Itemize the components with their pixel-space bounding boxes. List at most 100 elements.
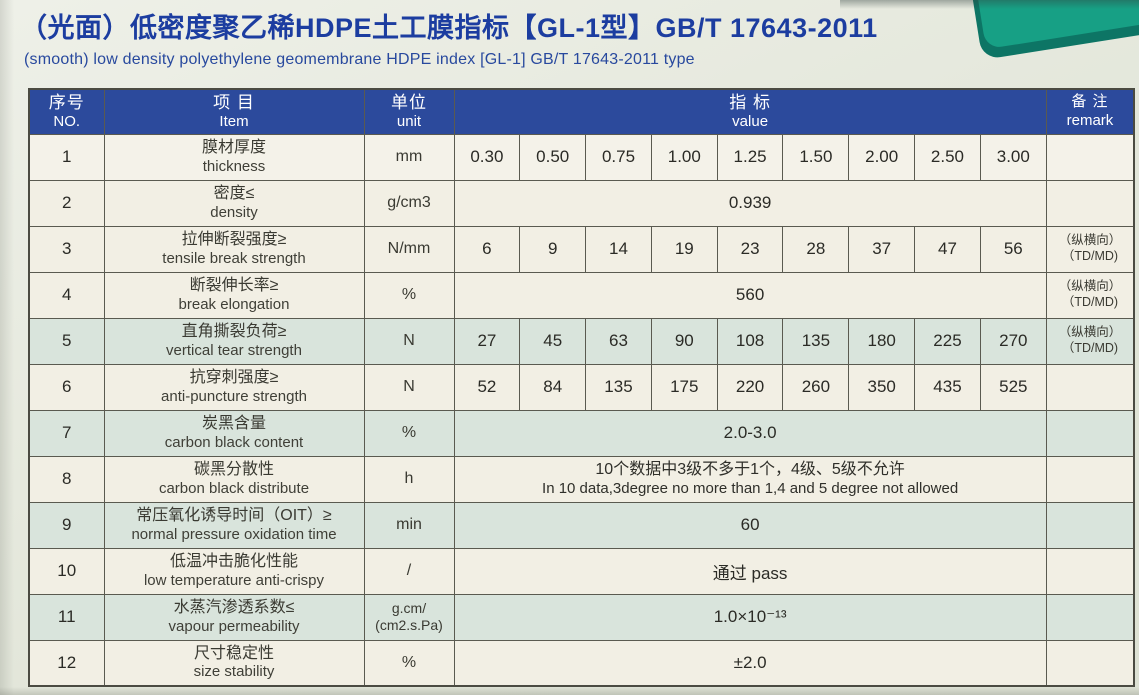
header-no-zh: 序号 xyxy=(48,93,85,113)
header-unit-en: unit xyxy=(396,113,422,131)
unit-label: % xyxy=(401,424,417,442)
table-row: 10 低温冲击脆化性能 low temperature anti-crispy / 通过… xyxy=(28,547,1135,595)
value-text: 560 xyxy=(735,285,765,304)
item-label-zh: 密度≤ xyxy=(213,185,255,203)
cell-item: 尺寸稳定性 size stability xyxy=(103,639,365,687)
value-text: 1.0×10⁻¹³ xyxy=(713,607,787,626)
cell-value: 37 xyxy=(848,225,916,273)
item-label-zh: 直角撕裂负荷≥ xyxy=(181,323,287,341)
remark-text: （纵横向） xyxy=(1058,233,1122,248)
cell-value: 435 xyxy=(914,363,981,411)
item-label-en: density xyxy=(210,203,258,221)
item-label-zh: 膜材厚度 xyxy=(201,139,266,157)
table-row: 8 碳黑分散性 carbon black distribute h 10个数据中3级不多… xyxy=(28,455,1135,503)
unit-label: (cm2.s.Pa) xyxy=(375,617,443,633)
header-remark-en: remark xyxy=(1066,112,1114,130)
item-label-en: anti-puncture strength xyxy=(161,387,307,405)
value-text: 0.939 xyxy=(728,193,772,212)
cell-remark xyxy=(1045,455,1135,503)
cell-item: 膜材厚度 thickness xyxy=(103,133,365,181)
unit-label: % xyxy=(401,286,417,304)
cell-remark: （纵横向） （TD/MD) xyxy=(1045,271,1135,319)
cell-item: 断裂伸长率≥ break elongation xyxy=(103,271,365,319)
cell-value: 220 xyxy=(716,363,784,411)
item-label-zh: 尺寸稳定性 xyxy=(193,645,274,663)
cell-no: 8 xyxy=(28,455,105,503)
cell-remark: （纵横向） （TD/MD) xyxy=(1045,317,1135,365)
cell-item: 低温冲击脆化性能 low temperature anti-crispy xyxy=(103,547,365,595)
cell-value: 180 xyxy=(848,317,916,365)
table-row: 3 拉伸断裂强度≥ tensile break strength N/mm 6 9 14 19… xyxy=(28,225,1135,273)
cell-no: 7 xyxy=(28,409,105,457)
item-label-zh: 炭黑含量 xyxy=(201,415,266,433)
cell-unit: / xyxy=(363,547,455,595)
cell-value: 28 xyxy=(782,225,850,273)
item-label-en: vertical tear strength xyxy=(166,341,302,359)
page-subtitle: (smooth) low density polyethylene geomem… xyxy=(24,51,695,68)
cell-unit: g/cm3 xyxy=(363,179,455,227)
cell-unit: min xyxy=(363,501,455,549)
unit-label: % xyxy=(401,654,417,672)
cell-item: 常压氧化诱导时间（OIT）≥ normal pressure oxidation … xyxy=(103,501,365,549)
cell-item: 水蒸汽渗透系数≤ vapour permeability xyxy=(103,593,365,641)
table-row: 6 抗穿刺强度≥ anti-puncture strength N 52 84 135 175… xyxy=(28,363,1135,411)
cell-value: 225 xyxy=(914,317,981,365)
cell-value: 14 xyxy=(585,225,652,273)
item-label-zh: 断裂伸长率≥ xyxy=(189,277,279,295)
cell-no: 1 xyxy=(28,133,105,181)
table-row: 1 膜材厚度 thickness mm 0.30 0.50 0.75 1.00 1.25 1.50… xyxy=(28,133,1135,181)
cell-value: 135 xyxy=(585,363,652,411)
header-item: 项 目 Item xyxy=(103,88,365,135)
table-row: 7 炭黑含量 carbon black content% 2.0-3.0 xyxy=(28,409,1135,457)
cell-no: 11 xyxy=(28,593,105,641)
cell-remark: （纵横向） （TD/MD) xyxy=(1045,225,1135,273)
cell-value: 6 xyxy=(453,225,521,273)
cell-value: 2.00 xyxy=(848,133,916,181)
table-row: 2 密度≤ density g/cm3 0.939 xyxy=(28,179,1135,227)
cell-item: 碳黑分散性 carbon black distribute xyxy=(103,455,365,503)
value-text: 通过 pass xyxy=(712,563,788,583)
item-label-en: normal pressure oxidation time xyxy=(131,525,337,543)
cell-value: 1.50 xyxy=(782,133,850,181)
value-text: 60 xyxy=(740,515,760,534)
item-label-zh: 水蒸汽渗透系数≤ xyxy=(173,599,295,617)
cell-remark xyxy=(1045,639,1135,687)
header-remark-zh: 备 注 xyxy=(1071,93,1109,111)
cell-value-span: 10个数据中3级不多于1个，4级、5级不允许 In 10 data,3degree… xyxy=(453,455,1047,503)
remark-text: （TD/MD) xyxy=(1061,249,1119,263)
cell-value: 45 xyxy=(519,317,587,365)
header-unit: 单位 unit xyxy=(363,88,455,135)
cell-value: 19 xyxy=(650,225,718,273)
cell-value: 108 xyxy=(716,317,784,365)
cell-unit: g.cm/(cm2.s.Pa) xyxy=(363,593,455,641)
header-row: 序号 NO. 项 目 Item 单位 unit 指 标 value 备 注 re… xyxy=(28,88,1135,135)
cell-remark xyxy=(1045,133,1135,181)
cell-value: 175 xyxy=(650,363,718,411)
unit-label: mm xyxy=(395,148,423,166)
cell-value: 52 xyxy=(453,363,521,411)
header-value-en: value xyxy=(732,113,769,131)
cell-value: 350 xyxy=(848,363,916,411)
header-value: 指 标 value xyxy=(453,88,1047,135)
cell-value: 9 xyxy=(519,225,587,273)
item-label-zh: 抗穿刺强度≥ xyxy=(189,369,279,387)
paper-edge-shadow xyxy=(840,0,1139,9)
cell-item: 密度≤ density xyxy=(103,179,365,227)
table-row: 12 尺寸稳定性 size stability% ±2.0 xyxy=(28,639,1135,687)
cell-value: 27 xyxy=(453,317,521,365)
cell-value: 3.00 xyxy=(979,133,1047,181)
cell-remark xyxy=(1045,409,1135,457)
table-row: 5 直角撕裂负荷≥ vertical tear strength N 27 45 63 90 1… xyxy=(28,317,1135,365)
item-label-zh: 常压氧化诱导时间（OIT）≥ xyxy=(136,507,332,525)
header-no: 序号 NO. xyxy=(28,88,105,135)
paper-bottom-shadow xyxy=(0,687,1139,695)
cell-value: 525 xyxy=(979,363,1047,411)
header-unit-zh: 单位 xyxy=(391,93,427,113)
cell-value-span: 2.0-3.0 xyxy=(453,409,1047,457)
cell-item: 拉伸断裂强度≥ tensile break strength xyxy=(103,225,365,273)
page-title: （光面）低密度聚乙稀HDPE土工膜指标【GL-1型】GB/T 17643-201… xyxy=(20,13,878,43)
header-no-en: NO. xyxy=(53,113,81,131)
item-label-en: tensile break strength xyxy=(162,249,306,267)
unit-label: g.cm/ xyxy=(391,600,427,617)
cell-value: 23 xyxy=(716,225,784,273)
